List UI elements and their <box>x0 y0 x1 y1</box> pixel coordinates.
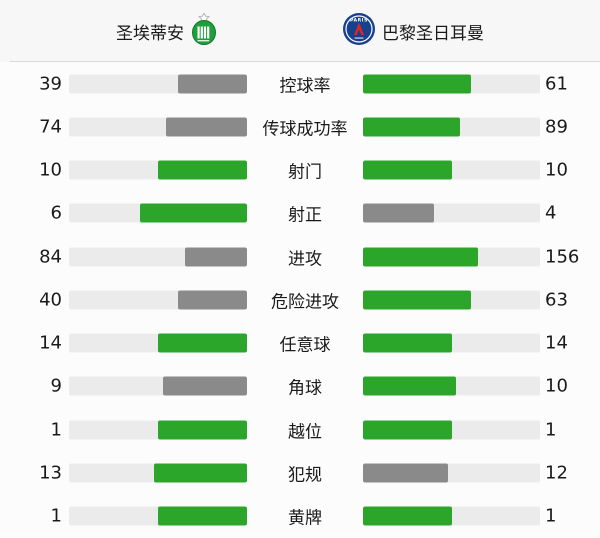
home-value: 1 <box>50 505 62 527</box>
home-bar-fill <box>162 376 247 396</box>
svg-text:PARIS: PARIS <box>350 17 368 23</box>
home-bar <box>69 74 247 94</box>
away-bar-fill <box>363 160 452 180</box>
away-bar <box>363 420 540 440</box>
stat-row: 10 射门 10 <box>0 149 600 192</box>
home-value: 10 <box>39 159 62 181</box>
home-bar <box>69 117 247 137</box>
home-value: 74 <box>39 116 62 138</box>
home-bar <box>69 506 247 526</box>
home-bar <box>69 420 247 440</box>
stat-row: 9 角球 10 <box>0 365 600 408</box>
away-bar <box>363 160 540 180</box>
away-value: 1 <box>545 505 557 527</box>
stat-label: 黄牌 <box>288 508 322 529</box>
home-bar <box>69 333 247 353</box>
home-bar-fill <box>177 74 247 94</box>
home-bar-fill <box>154 463 247 483</box>
stat-row: 39 控球率 61 <box>0 62 600 105</box>
home-bar <box>69 203 247 223</box>
away-bar-fill <box>363 203 434 223</box>
away-team-name: 巴黎圣日耳曼 <box>382 23 484 44</box>
home-bar-fill <box>166 117 247 137</box>
away-bar-fill <box>363 506 452 526</box>
away-bar-fill <box>363 74 471 94</box>
away-team: PARIS 巴黎圣日耳曼 <box>343 12 484 50</box>
away-bar <box>363 506 540 526</box>
away-value: 61 <box>545 73 568 95</box>
away-bar-fill <box>363 290 472 310</box>
away-bar <box>363 203 540 223</box>
away-value: 10 <box>545 375 568 397</box>
away-bar <box>363 74 540 94</box>
stat-row: 1 黄牌 1 <box>0 495 600 538</box>
stat-row: 1 越位 1 <box>0 408 600 451</box>
home-value: 14 <box>39 332 62 354</box>
home-bar-fill <box>177 290 247 310</box>
stat-row: 14 任意球 14 <box>0 322 600 365</box>
stat-label: 角球 <box>288 378 322 399</box>
away-value: 89 <box>545 116 568 138</box>
stat-label: 进攻 <box>288 249 322 270</box>
away-bar-fill <box>363 463 448 483</box>
home-team: 圣埃蒂安 <box>116 11 217 50</box>
home-team-name: 圣埃蒂安 <box>116 23 184 44</box>
away-bar <box>363 376 540 396</box>
stat-label: 传球成功率 <box>262 119 348 140</box>
away-bar-fill <box>363 420 452 440</box>
away-bar <box>363 333 540 353</box>
away-bar-fill <box>363 333 452 353</box>
home-value: 40 <box>39 289 62 311</box>
away-value: 1 <box>545 419 557 441</box>
away-value: 63 <box>545 289 568 311</box>
away-value: 4 <box>545 202 557 224</box>
home-value: 1 <box>50 419 62 441</box>
stats-list: 39 控球率 61 74 传球成功率 89 10 射门 10 6 <box>0 62 600 538</box>
home-bar <box>69 247 247 267</box>
stat-row: 40 危险进攻 63 <box>0 278 600 321</box>
stat-label: 越位 <box>288 422 322 443</box>
home-bar-fill <box>184 247 247 267</box>
away-bar-fill <box>363 376 457 396</box>
stat-label: 犯规 <box>288 465 322 486</box>
away-bar <box>363 290 540 310</box>
stat-label: 射门 <box>288 162 322 183</box>
home-value: 84 <box>39 246 62 268</box>
away-value: 12 <box>545 462 568 484</box>
stat-label: 任意球 <box>279 335 331 356</box>
stat-label: 射正 <box>288 205 322 226</box>
home-value: 6 <box>50 202 62 224</box>
stat-label: 控球率 <box>279 76 331 97</box>
stat-row: 13 犯规 12 <box>0 451 600 494</box>
psg-crest-icon: PARIS <box>343 12 375 50</box>
away-bar <box>363 247 540 267</box>
away-value: 156 <box>545 246 580 268</box>
home-value: 39 <box>39 73 62 95</box>
home-bar <box>69 290 247 310</box>
saint-etienne-crest-icon <box>191 11 217 50</box>
stat-label: 危险进攻 <box>271 292 339 313</box>
match-header: 圣埃蒂安 PARIS 巴黎圣日耳曼 <box>0 0 600 62</box>
away-bar-fill <box>363 247 479 267</box>
away-value: 10 <box>545 159 568 181</box>
away-bar <box>363 117 540 137</box>
away-value: 14 <box>545 332 568 354</box>
home-bar <box>69 160 247 180</box>
away-bar-fill <box>363 117 460 137</box>
home-bar-fill <box>158 333 247 353</box>
home-bar-fill <box>158 420 247 440</box>
home-bar-fill <box>158 506 247 526</box>
home-bar <box>69 376 247 396</box>
away-bar <box>363 463 540 483</box>
stat-row: 6 射正 4 <box>0 192 600 235</box>
home-bar-fill <box>158 160 247 180</box>
home-value: 13 <box>39 462 62 484</box>
home-bar <box>69 463 247 483</box>
home-value: 9 <box>50 375 62 397</box>
stat-row: 74 传球成功率 89 <box>0 105 600 148</box>
home-bar-fill <box>140 203 247 223</box>
stat-row: 84 进攻 156 <box>0 235 600 278</box>
